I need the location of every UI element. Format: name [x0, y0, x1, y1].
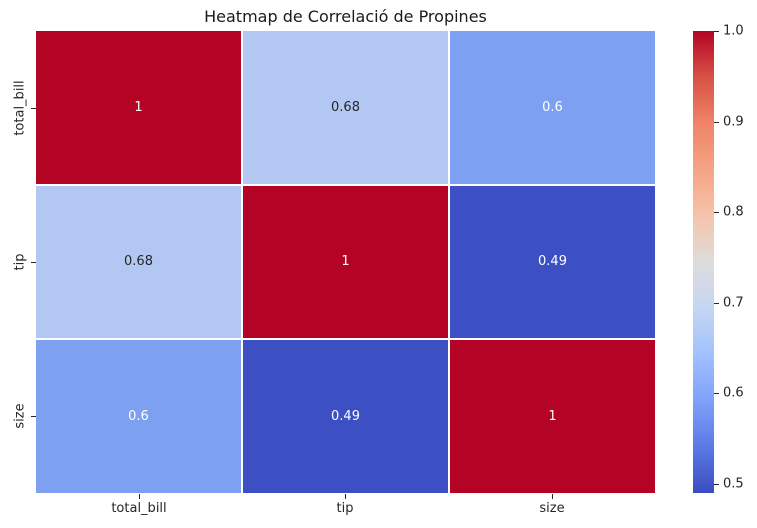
x-axis-label: tip — [336, 501, 354, 516]
y-axis-label: size — [12, 403, 28, 429]
cell-value: 0.6 — [128, 409, 149, 425]
colorbar-tick-label: 0.6 — [723, 385, 744, 401]
chart-title: Heatmap de Correlació de Propines — [204, 7, 487, 26]
colorbar-gradient — [693, 31, 714, 493]
y-tick — [31, 416, 36, 417]
colorbar-tick — [714, 31, 719, 32]
colorbar-tick — [714, 484, 719, 485]
heatmap-grid: 1 0.68 0.6 0.68 1 0.49 0.6 0.49 1 — [36, 31, 655, 493]
cell-value: 0.6 — [542, 99, 563, 115]
colorbar-tick-label: 0.5 — [723, 476, 744, 492]
y-axis-label: tip — [12, 253, 28, 271]
y-tick — [31, 262, 36, 263]
cell-value: 1 — [134, 99, 143, 115]
cell-value: 0.49 — [538, 254, 567, 270]
cell-value: 1 — [341, 254, 350, 270]
heatmap-cell: 0.68 — [243, 31, 448, 184]
colorbar-tick-label: 0.9 — [723, 114, 744, 130]
heatmap-cell: 0.6 — [36, 340, 241, 493]
cell-value: 1 — [548, 409, 557, 425]
heatmap-cell: 0.49 — [243, 340, 448, 493]
cell-value: 0.68 — [124, 254, 153, 270]
cell-value: 0.49 — [331, 409, 360, 425]
heatmap-cell: 1 — [243, 185, 448, 339]
x-tick — [552, 494, 553, 499]
x-tick — [345, 494, 346, 499]
colorbar-tick — [714, 393, 719, 394]
heatmap-cell: 1 — [450, 340, 655, 493]
colorbar-tick-label: 0.8 — [723, 204, 744, 220]
heatmap-cell: 0.68 — [36, 185, 241, 339]
heatmap-cell: 1 — [36, 31, 241, 184]
x-tick — [139, 494, 140, 499]
colorbar-tick-label: 0.7 — [723, 295, 744, 311]
heatmap-cell: 0.49 — [450, 185, 655, 339]
heatmap-cell: 0.6 — [450, 31, 655, 184]
y-tick — [31, 108, 36, 109]
x-axis-label: total_bill — [111, 501, 167, 516]
colorbar-tick-label: 1.0 — [723, 23, 744, 39]
y-axis-label: total_bill — [12, 80, 28, 136]
colorbar-tick — [714, 303, 719, 304]
colorbar-tick — [714, 122, 719, 123]
x-axis-label: size — [539, 501, 565, 516]
colorbar-tick — [714, 212, 719, 213]
cell-value: 0.68 — [331, 99, 360, 115]
